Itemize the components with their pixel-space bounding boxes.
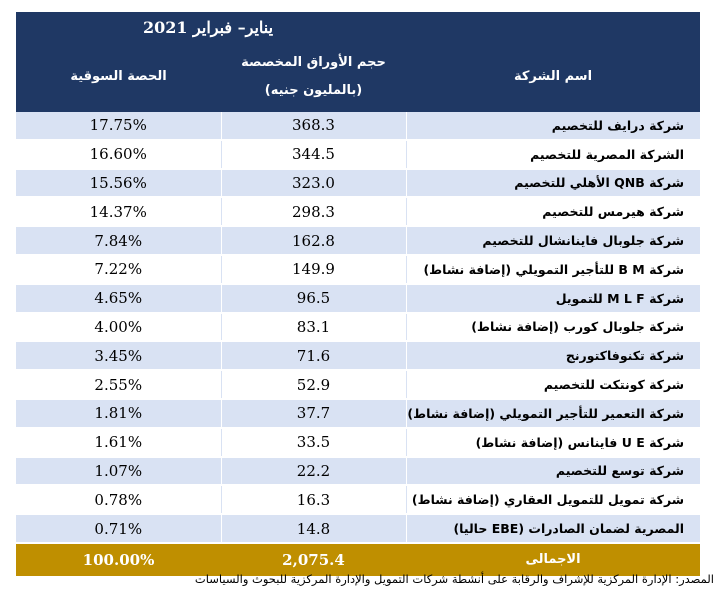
column-header-market-share: الحصة السوقية [70,69,167,84]
column-header-volume: حجم الأوراق المخصصة (بالمليون جنيه) [221,49,406,105]
company-name-cell: المصرية لضمان الصادرات (EBE حاليا) [405,514,701,544]
market-share-cell: 15.56% [16,168,221,199]
volume-cell: 149.9 [220,254,406,285]
market-share-table: يناير– فبراير 2021 الحصة السوقية حجم الأ… [16,12,701,576]
table-row: 4.65% 96.5 شركة M L F للتمويل [16,283,701,314]
market-share-cell: 1.81% [16,398,221,429]
table-row: 15.56% 323.0 شركة QNB الأهلي للتخصيم [16,168,701,199]
table-row: 14.37% 298.3 شركة هيرمس للتخصيم [16,197,701,228]
table-row: 16.60% 344.5 الشركة المصرية للتخصيم [16,139,701,170]
market-share-cell: 0.78% [16,485,221,516]
company-name-cell: الشركة المصرية للتخصيم [405,139,701,170]
table-body: 17.75% 368.3 شركة درايف للتخصيم 16.60% 344.5… [16,112,701,544]
market-share-cell: 2.55% [16,370,221,400]
source-note: المصدر: الإدارة المركزية للإشراف والرقاب… [194,572,714,586]
company-name-cell: شركة B M للتأجير التمويلي (إضافة نشاط) [405,254,701,285]
table-row: 2.55% 52.9 شركة كونتكت للتخصيم [16,370,701,400]
company-name-cell: شركة U E فاينانس (إضافة نشاط) [405,427,701,458]
column-header-company-name: اسم الشركة [513,69,593,84]
table-row: 1.07% 22.2 شركة توسع للتخصيم [16,456,701,487]
market-share-cell: 1.61% [16,427,221,458]
volume-cell: 344.5 [220,139,406,170]
market-share-table-container: يناير– فبراير 2021 الحصة السوقية حجم الأ… [16,12,701,576]
market-share-cell: 7.84% [16,226,221,256]
volume-cell: 22.2 [220,456,406,487]
table-row: 1.61% 33.5 شركة U E فاينانس (إضافة نشاط) [16,427,701,458]
table-footer: 100.00% 2,075.4 الاجمالى [16,542,701,576]
market-share-cell: 1.07% [16,456,221,487]
market-share-cell: 4.65% [16,283,221,314]
volume-cell: 52.9 [220,370,406,400]
table-row: 7.22% 149.9 شركة B M للتأجير التمويلي (إضا… [16,254,701,285]
table-row: 1.81% 37.7 شركة التعمير للتأجير التمويلي (… [16,398,701,429]
total-label: الاجمالى [406,542,701,576]
column-header-volume-line1: حجم الأوراق المخصصة [241,55,386,70]
volume-cell: 323.0 [220,168,406,199]
company-name-cell: شركة تكنوفاكتورنج [405,341,701,372]
total-share: 100.00% [16,542,221,576]
volume-cell: 33.5 [220,427,406,458]
company-name-cell: شركة هيرمس للتخصيم [405,197,701,228]
volume-cell: 16.3 [220,485,406,516]
volume-cell: 71.6 [220,341,406,372]
table-row: 3.45% 71.6 شركة تكنوفاكتورنج [16,341,701,372]
volume-cell: 298.3 [220,197,406,228]
volume-cell: 83.1 [220,312,406,343]
market-share-cell: 4.00% [16,312,221,343]
market-share-cell: 17.75% [16,112,221,141]
market-share-cell: 0.71% [16,514,221,544]
volume-cell: 368.3 [220,112,406,141]
table-row: 17.75% 368.3 شركة درايف للتخصيم [16,112,701,141]
header-period-row: يناير– فبراير 2021 [16,12,701,42]
company-name-cell: شركة درايف للتخصيم [405,112,701,141]
market-share-cell: 7.22% [16,254,221,285]
company-name-cell: شركة جلوبال فاينانشال للتخصيم [405,226,701,256]
column-header-volume-line2: (بالمليون جنيه) [264,83,363,98]
total-volume: 2,075.4 [221,542,406,576]
table-row: 0.71% 14.8 المصرية لضمان الصادرات (EBE حال… [16,514,701,544]
company-name-cell: شركة جلوبال كورب (إضافة نشاط) [405,312,701,343]
market-share-cell: 3.45% [16,341,221,372]
volume-cell: 14.8 [220,514,406,544]
table-header: يناير– فبراير 2021 الحصة السوقية حجم الأ… [16,12,701,112]
company-name-cell: شركة توسع للتخصيم [405,456,701,487]
market-share-cell: 16.60% [16,139,221,170]
table-row: 4.00% 83.1 شركة جلوبال كورب (إضافة نشاط) [16,312,701,343]
company-name-cell: شركة QNB الأهلي للتخصيم [405,168,701,199]
table-row: 7.84% 162.8 شركة جلوبال فاينانشال للتخصيم [16,226,701,256]
table-row: 0.78% 16.3 شركة تمويل للتمويل العقاري (إضا… [16,485,701,516]
period-label: يناير– فبراير 2021 [142,17,274,37]
market-share-cell: 14.37% [16,197,221,228]
volume-cell: 96.5 [220,283,406,314]
volume-cell: 162.8 [220,226,406,256]
company-name-cell: شركة M L F للتمويل [405,283,701,314]
total-row: 100.00% 2,075.4 الاجمالى [16,542,701,576]
company-name-cell: شركة كونتكت للتخصيم [405,370,701,400]
company-name-cell: شركة التعمير للتأجير التمويلي (إضافة نشا… [405,398,701,429]
company-name-cell: شركة تمويل للتمويل العقاري (إضافة نشاط) [405,485,701,516]
header-columns-row: الحصة السوقية حجم الأوراق المخصصة (بالمل… [16,42,701,112]
volume-cell: 37.7 [220,398,406,429]
